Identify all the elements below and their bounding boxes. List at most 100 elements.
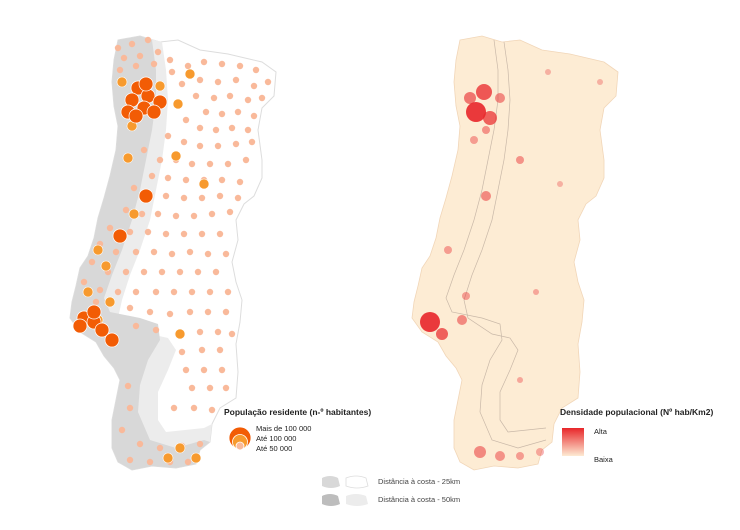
city-dot-small: [208, 406, 216, 414]
city-dot-small: [126, 304, 134, 312]
city-dot-small: [148, 172, 156, 180]
city-dot-small: [88, 258, 96, 266]
density-legend-low: Baixa: [594, 455, 613, 464]
city-dot-small: [224, 160, 232, 168]
city-dot-small: [112, 248, 120, 256]
density-hotspot: [545, 69, 551, 75]
city-dot-medium: [172, 98, 184, 110]
legend-circle-small: [235, 441, 245, 451]
city-dot-small: [166, 310, 174, 318]
density-hotspot: [495, 93, 505, 103]
distance-50km-swatch: [322, 494, 368, 506]
density-hotspot: [495, 451, 505, 461]
city-dot-small: [188, 288, 196, 296]
city-dot-small: [228, 330, 236, 338]
city-dot-medium: [162, 452, 174, 464]
city-dot-small: [120, 54, 128, 62]
density-spots: [420, 69, 603, 461]
density-hotspot: [536, 448, 544, 456]
city-dot-small: [168, 68, 176, 76]
density-hotspot: [470, 136, 478, 144]
city-dot-small: [182, 116, 190, 124]
city-dot-small: [150, 248, 158, 256]
city-dot-small: [236, 178, 244, 186]
city-dot-small: [216, 230, 224, 238]
city-dot-small: [186, 308, 194, 316]
city-dot-small: [214, 78, 222, 86]
city-dot-large: [112, 228, 128, 244]
city-dot-small: [128, 40, 136, 48]
city-dot-small: [222, 384, 230, 392]
right-portugal-outline: [411, 35, 619, 471]
city-dot-small: [132, 248, 140, 256]
city-dot-small: [180, 138, 188, 146]
city-dot-small: [210, 94, 218, 102]
city-dot-medium: [170, 150, 182, 162]
city-dot-small: [154, 48, 162, 56]
city-dot-small: [244, 96, 252, 104]
city-dot-small: [138, 210, 146, 218]
city-dot-medium: [154, 80, 166, 92]
city-dot-small: [214, 142, 222, 150]
city-dot-small: [194, 268, 202, 276]
city-dot-small: [218, 60, 226, 68]
city-dot-small: [162, 192, 170, 200]
city-dot-small: [244, 126, 252, 134]
city-dot-medium: [100, 260, 112, 272]
city-dot-small: [132, 288, 140, 296]
city-dot-large: [138, 188, 154, 204]
city-dot-small: [196, 124, 204, 132]
city-dot-small: [242, 156, 250, 164]
city-dot-small: [114, 44, 122, 52]
city-dot-small: [178, 80, 186, 88]
density-hotspot: [464, 92, 476, 104]
city-dot-small: [158, 268, 166, 276]
city-dot-small: [146, 308, 154, 316]
city-dot-small: [198, 230, 206, 238]
city-dot-small: [176, 268, 184, 276]
distance-50km-label: Distância à costa - 50km: [378, 495, 461, 504]
city-dot-medium: [122, 152, 134, 164]
city-dot-small: [206, 160, 214, 168]
city-dot-small: [124, 382, 132, 390]
city-dot-large: [86, 304, 102, 320]
city-dot-small: [122, 206, 130, 214]
legend-label-medium: Até 100 000: [256, 434, 297, 443]
city-dot-small: [168, 250, 176, 258]
city-dot-medium: [190, 452, 202, 464]
city-dot-large: [138, 76, 154, 92]
city-dot-small: [80, 278, 88, 286]
density-hotspot: [462, 292, 470, 300]
city-dot-small: [196, 142, 204, 150]
city-dot-small: [236, 62, 244, 70]
city-dot-small: [130, 184, 138, 192]
city-dot-small: [182, 366, 190, 374]
density-hotspot: [466, 102, 486, 122]
density-hotspot: [420, 312, 440, 332]
density-hotspot: [474, 446, 486, 458]
population-legend-title: População residente (n-º habitantes): [224, 407, 372, 417]
density-hotspot: [517, 377, 523, 383]
legend-label-small: Até 50 000: [256, 444, 293, 453]
city-dot-small: [164, 132, 172, 140]
city-dot-small: [232, 76, 240, 84]
city-dot-small: [162, 230, 170, 238]
city-dot-small: [200, 58, 208, 66]
city-dot-medium: [184, 68, 196, 80]
legend-label-large: Mais de 100 000: [256, 424, 312, 433]
city-dot-small: [234, 194, 242, 202]
city-dot-small: [136, 52, 144, 60]
city-dot-small: [146, 458, 154, 466]
city-dot-medium: [82, 286, 94, 298]
density-hotspot: [436, 328, 448, 340]
city-dot-small: [166, 56, 174, 64]
city-dot-small: [208, 210, 216, 218]
city-dot-small: [252, 66, 260, 74]
city-dot-small: [204, 308, 212, 316]
city-dot-small: [216, 192, 224, 200]
city-dot-small: [200, 366, 208, 374]
city-dot-small: [218, 176, 226, 184]
city-dot-small: [132, 62, 140, 70]
city-dot-small: [136, 440, 144, 448]
